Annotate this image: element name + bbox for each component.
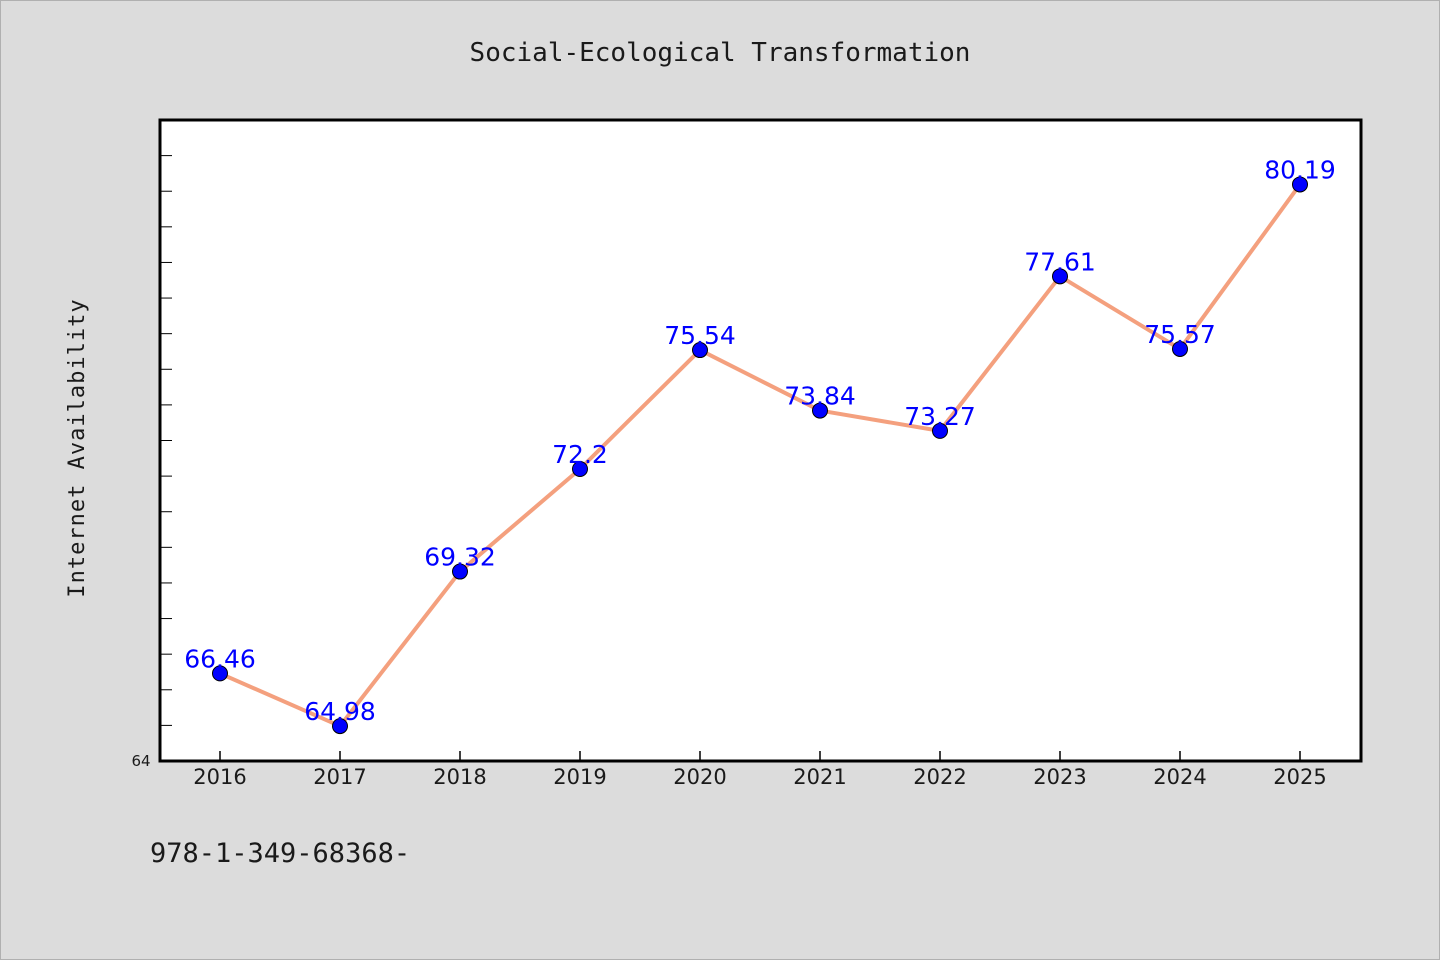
series-line <box>218 182 1302 729</box>
x-tick-label-2017: 2017 <box>313 765 366 789</box>
x-tick-label-2023: 2023 <box>1033 765 1086 789</box>
data-label-2018: 69.32 <box>424 543 496 572</box>
x-tick-label-2020: 2020 <box>673 765 726 789</box>
y-axis-ticks <box>160 155 172 726</box>
data-point-2017 <box>332 718 348 735</box>
data-point-2020 <box>692 342 708 359</box>
data-point-2016 <box>212 665 228 682</box>
x-tick-label-2021: 2021 <box>793 765 846 789</box>
data-label-2019: 72.2 <box>552 440 608 469</box>
plot-area <box>160 120 1361 761</box>
x-axis-tick-labels: 2016 2017 2018 2019 2020 2021 2022 2023 2024 2025 <box>193 751 1327 789</box>
data-point-2021 <box>812 402 828 419</box>
y-axis-min-label: 64 <box>131 752 150 770</box>
data-label-2024: 75.57 <box>1144 320 1216 349</box>
x-tick-label-2025: 2025 <box>1273 765 1326 789</box>
chart-title: Social-Ecological Transformation <box>470 38 971 68</box>
plot-frame <box>158 118 1363 763</box>
data-point-2019 <box>572 460 588 477</box>
series-line-layer <box>218 182 1302 729</box>
data-point-2024 <box>1172 340 1188 357</box>
data-label-2016: 66.46 <box>184 644 256 673</box>
x-tick-label-2016: 2016 <box>193 765 246 789</box>
series-marker-layer <box>212 176 1308 735</box>
data-label-2017: 64.98 <box>304 697 376 726</box>
x-tick-label-2019: 2019 <box>553 765 606 789</box>
y-axis-label: Internet Availability <box>65 298 90 597</box>
data-point-2018 <box>452 563 468 580</box>
data-label-2020: 75.54 <box>664 321 736 350</box>
data-label-2022: 73.27 <box>904 402 976 431</box>
data-label-2025: 80.19 <box>1264 155 1336 184</box>
data-point-2025 <box>1292 176 1308 193</box>
x-tick-label-2024: 2024 <box>1153 765 1206 789</box>
data-label-2021: 73.84 <box>784 382 856 411</box>
data-label-layer: 66.46 64.98 69.32 72.2 75.54 73.84 73.27 77.61 7… <box>184 155 1336 726</box>
x-tick-label-2022: 2022 <box>913 765 966 789</box>
data-label-2023: 77.61 <box>1024 247 1096 276</box>
data-point-2023 <box>1052 268 1068 285</box>
footer-code: 978-1-349-68368- <box>150 838 410 869</box>
x-tick-label-2018: 2018 <box>433 765 486 789</box>
data-point-2022 <box>932 422 948 439</box>
